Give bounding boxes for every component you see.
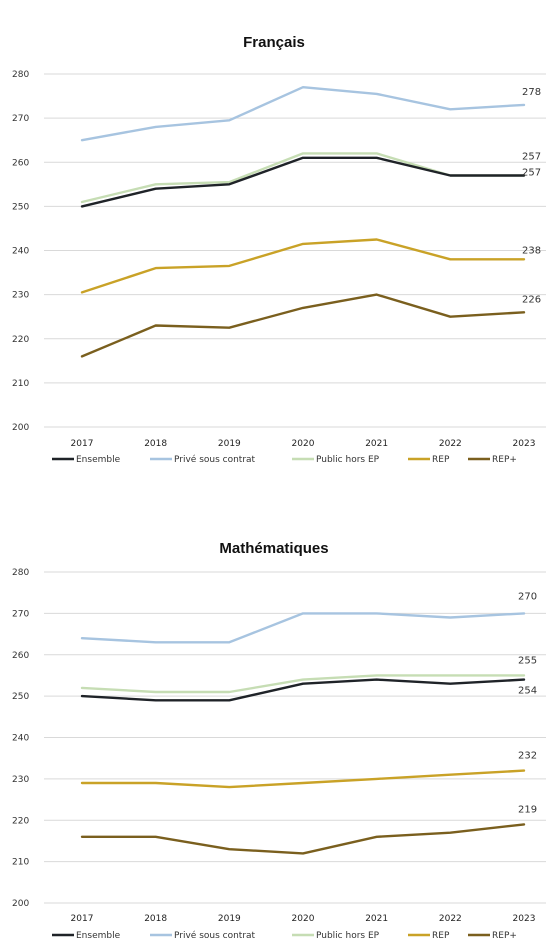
x-tick-label: 2019: [218, 439, 241, 449]
x-tick-label: 2017: [71, 914, 94, 924]
chart-title: Français: [243, 34, 305, 51]
x-tick-label: 2018: [144, 439, 167, 449]
data-label: 278: [522, 87, 541, 98]
series-line-public-hors-ep: [80, 674, 526, 694]
y-tick-label: 210: [12, 858, 29, 868]
series-line-rep-: [80, 823, 526, 855]
y-tick-label: 210: [12, 379, 29, 389]
y-tick-label: 260: [12, 158, 29, 168]
y-tick-label: 200: [12, 899, 29, 909]
legend-label: Public hors EP: [316, 455, 380, 465]
series-line-rep-: [80, 293, 526, 358]
data-label: 226: [522, 294, 541, 305]
chart-2: Mathématiques 200 210 220 230 240 250 260 270 280…: [12, 540, 546, 941]
series-line-priv-sous-contrat: [80, 85, 526, 142]
data-label: 257: [522, 151, 541, 162]
data-label: 270: [518, 591, 537, 602]
x-tick-label: 2021: [365, 914, 388, 924]
y-tick-label: 220: [12, 335, 29, 345]
y-tick-label: 230: [12, 291, 29, 301]
x-tick-label: 2022: [439, 439, 462, 449]
y-tick-label: 280: [12, 70, 29, 80]
y-tick-label: 280: [12, 568, 29, 578]
chart-1: Français 200 210 220 230 240 250 260 270 280 2017 2…: [12, 34, 546, 465]
series-line-rep: [80, 238, 526, 294]
y-tick-label: 270: [12, 114, 29, 124]
chart-title: Mathématiques: [219, 540, 328, 557]
x-tick-label: 2021: [365, 439, 388, 449]
legend-label: Ensemble: [76, 455, 121, 465]
y-tick-label: 240: [12, 734, 29, 744]
legend-label: Ensemble: [76, 931, 121, 941]
data-label: 255: [518, 655, 537, 666]
legend-label: REP+: [492, 455, 517, 465]
x-tick-label: 2020: [292, 439, 315, 449]
y-tick-label: 230: [12, 775, 29, 785]
x-tick-label: 2018: [144, 914, 167, 924]
x-tick-label: 2023: [513, 439, 536, 449]
legend-label: REP+: [492, 931, 517, 941]
legend-label: Privé sous contrat: [174, 454, 256, 465]
x-tick-label: 2023: [513, 914, 536, 924]
x-tick-label: 2019: [218, 914, 241, 924]
series-line-priv-sous-contrat: [80, 612, 526, 644]
series-line-ensemble: [80, 156, 526, 208]
x-tick-label: 2020: [292, 914, 315, 924]
y-tick-label: 250: [12, 692, 29, 702]
data-label: 219: [518, 804, 537, 815]
y-tick-label: 200: [12, 423, 29, 433]
data-label: 238: [522, 245, 541, 256]
legend-label: Privé sous contrat: [174, 930, 256, 941]
series-line-ensemble: [80, 678, 526, 702]
y-tick-label: 260: [12, 651, 29, 661]
legend-label: REP: [432, 931, 450, 941]
y-tick-label: 270: [12, 609, 29, 619]
series-line-rep: [80, 769, 526, 789]
y-tick-label: 250: [12, 202, 29, 212]
x-tick-label: 2017: [71, 439, 94, 449]
data-label: 254: [518, 686, 537, 697]
x-tick-label: 2022: [439, 914, 462, 924]
series-line-public-hors-ep: [80, 152, 526, 204]
data-label: 257: [522, 167, 541, 178]
y-tick-label: 240: [12, 247, 29, 257]
data-label: 232: [518, 751, 537, 762]
legend-label: Public hors EP: [316, 931, 380, 941]
legend-label: REP: [432, 455, 450, 465]
y-tick-label: 220: [12, 816, 29, 826]
